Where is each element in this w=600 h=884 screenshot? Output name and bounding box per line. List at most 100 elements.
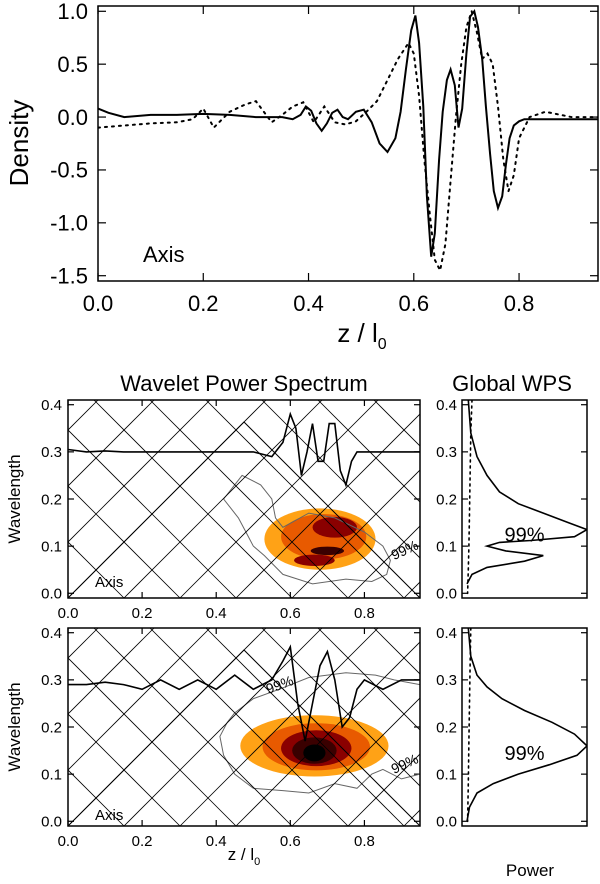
- gwps-title: Global WPS: [452, 371, 572, 396]
- coi-hatch: [0, 98, 288, 598]
- gwps2-power-line: [466, 628, 587, 822]
- coi-hatch: [403, 809, 420, 826]
- y-tick-label: 0.3: [436, 672, 457, 689]
- coi-hatch: [93, 628, 293, 826]
- wps1-panel: Wavelength 0.0 0.2 0.4 0.6 0.8 0.0 0.1 0.2 0.3 0.…: [0, 98, 600, 622]
- y-tick-label: 0.4: [41, 397, 62, 414]
- y-tick-label: 0.4: [436, 625, 457, 642]
- wps1-axes-frame: [67, 399, 421, 599]
- coi-hatch: [179, 628, 379, 826]
- x-tick-label: 0.4: [206, 833, 227, 850]
- coi-hatch: [235, 413, 420, 598]
- y-tick-label: 0.0: [436, 814, 457, 831]
- y-tick-label: 0.1: [41, 766, 62, 783]
- wps2-contour-label: 99%: [389, 751, 421, 777]
- wps2-ylabel: Wavelength: [5, 682, 24, 771]
- coi-hatch: [179, 400, 379, 598]
- y-tick-label: 0.3: [436, 444, 457, 461]
- coi-hatch: [93, 400, 293, 598]
- coi-boundary: [68, 421, 420, 598]
- y-tick-label: 0.1: [436, 766, 457, 783]
- wps1-power-contours: [264, 508, 376, 570]
- wps2-cone-of-influence: [0, 326, 420, 826]
- coi-hatch: [261, 400, 420, 559]
- wps2-signal-line: [68, 644, 420, 742]
- x-tick-label: 0.4: [293, 291, 324, 316]
- wps2-panel: Wavelength z / l0 0.0 0.2 0.4 0.6 0.8 0.0 0.1 0…: [0, 326, 421, 868]
- gwps2-annotation: 99%: [504, 743, 544, 765]
- x-tick-label: 0.2: [132, 605, 153, 622]
- coi-hatch: [184, 98, 600, 598]
- gwps1-ticks: 0.0 0.1 0.2 0.3 0.4: [436, 397, 587, 603]
- x-tick-label: 0.0: [58, 833, 79, 850]
- y-tick-label: -1.5: [50, 263, 88, 288]
- wps2-axes-frame: [67, 627, 421, 827]
- density-solid-line: [98, 9, 598, 257]
- x-tick-label: 0.8: [354, 605, 375, 622]
- coi-hatch: [291, 697, 420, 826]
- wps2-xlabel: z / l0: [228, 845, 261, 868]
- gwps2-ticks: 0.0 0.1 0.2 0.3 0.4: [436, 625, 587, 831]
- wps2-significance-contour: [219, 672, 420, 794]
- x-tick-label: 0.4: [206, 605, 227, 622]
- density-panel: Density z / l0 0.0 0.2 0.4 0.6 0.8 1.0 0.5 0.0 -…: [4, 0, 599, 353]
- y-tick-label: 0.2: [436, 719, 457, 736]
- x-tick-label: 0.6: [280, 833, 301, 850]
- gwps1-axes-frame: [461, 399, 588, 599]
- y-tick-label: 0.2: [41, 491, 62, 508]
- wps-title: Wavelet Power Spectrum: [120, 371, 367, 396]
- y-tick-label: 0.0: [436, 586, 457, 603]
- x-tick-label: 0.8: [354, 833, 375, 850]
- wps1-ylabel: Wavelength: [5, 454, 24, 543]
- gwps1-significance-line: [466, 400, 473, 595]
- coi-boundary: [68, 649, 420, 826]
- gwps2-axes-frame: [461, 627, 588, 827]
- coi-hatch: [123, 628, 323, 826]
- x-tick-label: 0.2: [132, 833, 153, 850]
- x-tick-label: 0.6: [398, 291, 429, 316]
- coi-hatch: [149, 628, 349, 826]
- coi-hatch: [68, 485, 181, 598]
- wps1-ticks: 0.0 0.2 0.4 0.6 0.8 0.0 0.1 0.2 0.3 0.4: [41, 397, 420, 622]
- y-tick-label: 0.0: [41, 586, 62, 603]
- y-tick-label: 0.2: [436, 491, 457, 508]
- coi-hatch: [68, 713, 181, 826]
- coi-hatch: [460, 98, 600, 598]
- y-tick-label: -1.0: [50, 211, 88, 236]
- coi-hatch: [123, 400, 323, 598]
- wps2-annotation: Axis: [95, 807, 123, 824]
- x-tick-label: 0.2: [188, 291, 219, 316]
- density-xlabel: z / l0: [337, 318, 386, 353]
- coi-hatch: [68, 657, 237, 826]
- power-contour-level-3: [294, 554, 335, 566]
- wps2-contour-label-upper: 99%: [264, 672, 296, 697]
- x-tick-label: 0.0: [58, 605, 79, 622]
- y-tick-label: -0.5: [50, 158, 88, 183]
- coi-hatch: [205, 400, 405, 598]
- power-contour-level-3: [312, 516, 358, 538]
- coi-hatch: [317, 400, 420, 503]
- wps1-signal-line: [68, 411, 420, 488]
- coi-hatch: [68, 400, 211, 543]
- coi-hatch: [0, 326, 176, 826]
- y-tick-label: 0.1: [436, 538, 457, 555]
- coi-hatch: [572, 98, 600, 598]
- coi-hatch: [261, 628, 420, 787]
- y-tick-label: 0.3: [41, 444, 62, 461]
- power-contour-level-4: [310, 546, 345, 556]
- wps1-significance-contour: [222, 474, 391, 585]
- y-tick-label: 0.2: [41, 719, 62, 736]
- y-tick-label: 0.4: [41, 625, 62, 642]
- y-tick-label: 0.5: [57, 52, 88, 77]
- gwps1-panel: 0.0 0.1 0.2 0.3 0.4 99%: [436, 397, 588, 603]
- coi-hatch: [205, 628, 405, 826]
- coi-hatch: [291, 469, 420, 598]
- wps1-contour-label: 99%: [389, 537, 421, 563]
- coi-hatch: [235, 641, 420, 826]
- x-tick-label: 0.0: [83, 291, 114, 316]
- density-ylabel-group: Density: [4, 100, 34, 187]
- density-ticks: 0.0 0.2 0.4 0.6 0.8 1.0 0.5 0.0 -0.5 -1.0 -1.5: [50, 0, 598, 316]
- x-tick-label: 0.8: [504, 291, 535, 316]
- density-dotted-line: [98, 7, 598, 274]
